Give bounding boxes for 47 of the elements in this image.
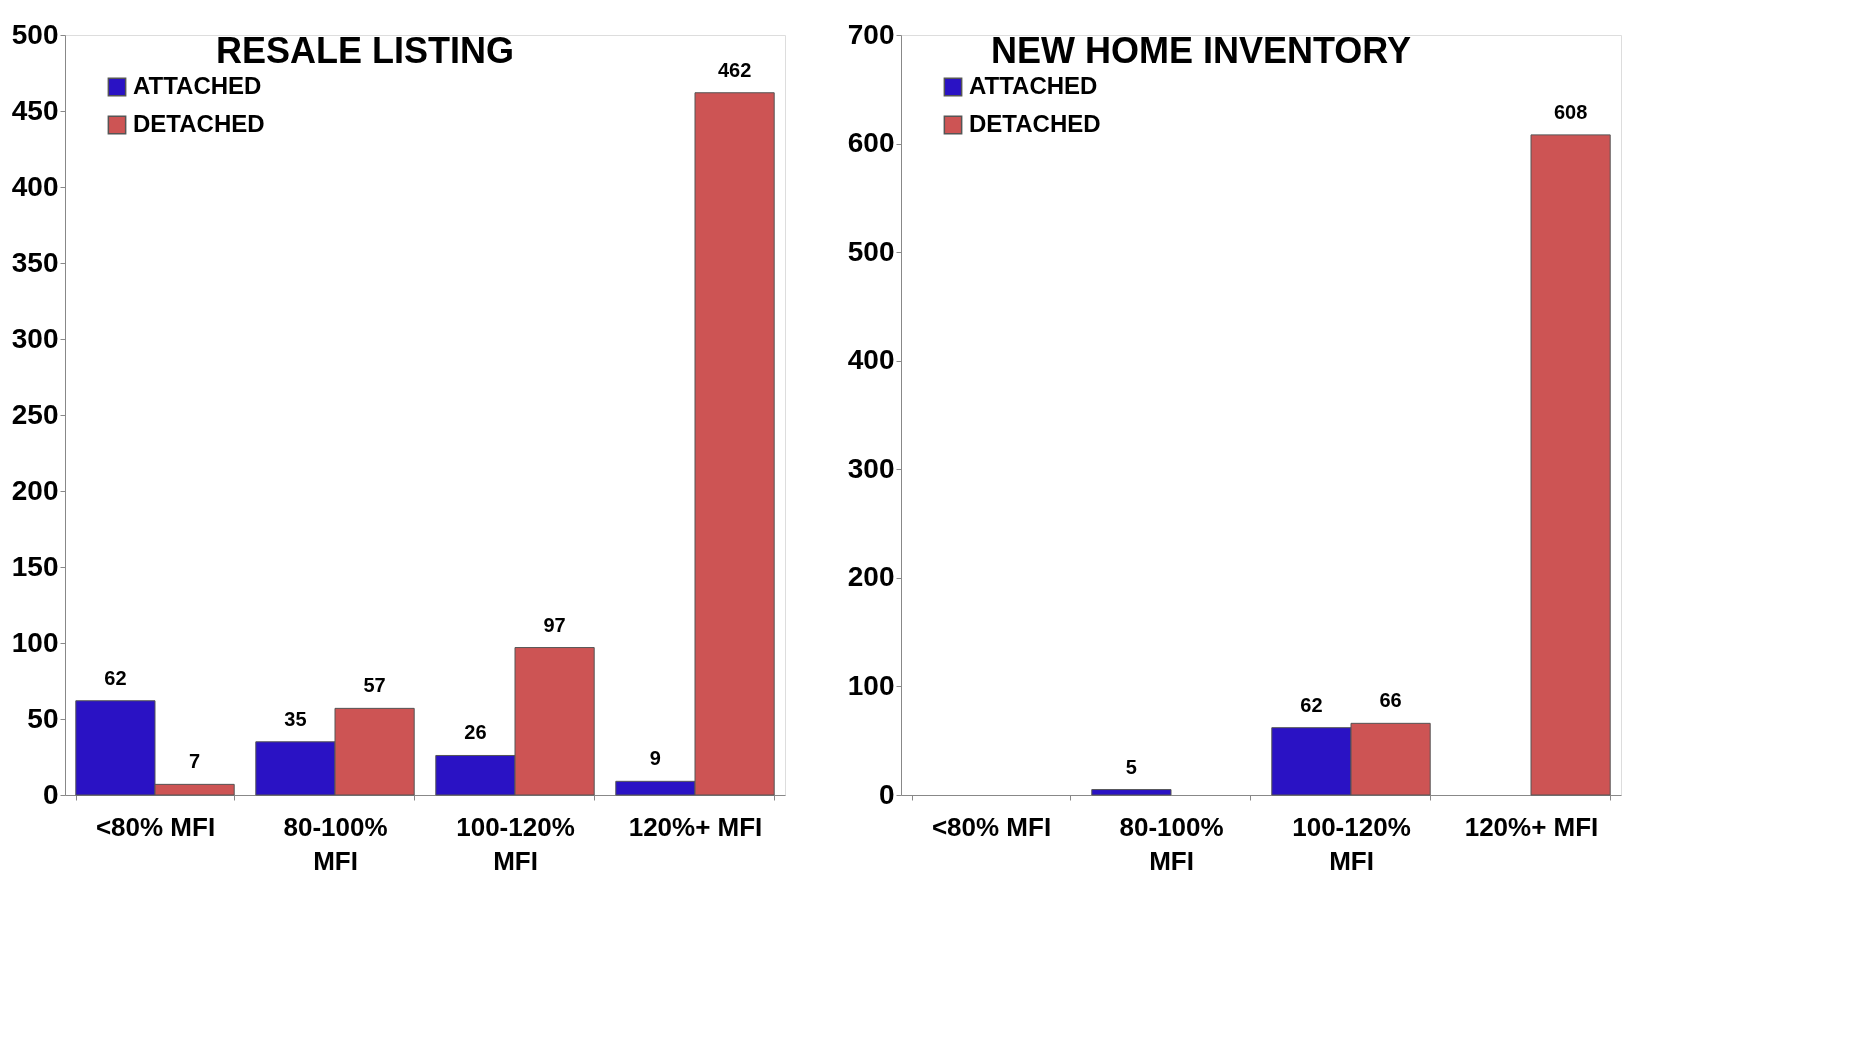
y-tick-label: 100: [11, 626, 59, 658]
y-tick-label: 500: [11, 18, 59, 50]
y-tick-label: 300: [847, 452, 895, 484]
y-tick-label: 600: [847, 127, 895, 159]
data-label: 9: [649, 747, 661, 770]
chart-title: NEW HOME INVENTORY: [990, 30, 1412, 71]
y-tick-label: 400: [11, 170, 59, 202]
legend-label: ATTACHED: [133, 72, 262, 99]
data-label: 35: [284, 707, 307, 730]
y-tick-label: 350: [11, 246, 59, 278]
data-label: 62: [104, 666, 127, 689]
x-tick-label: 80-100% MFI: [1119, 811, 1224, 876]
y-tick-label: 450: [11, 94, 59, 126]
y-tick-label: 0: [42, 778, 59, 810]
y-tick-label: 700: [847, 18, 895, 50]
data-label: 62: [1300, 693, 1323, 716]
x-tick-label: 120%+ MFI: [1464, 811, 1599, 842]
data-label: 97: [543, 613, 566, 636]
data-label: 5: [1125, 755, 1137, 778]
y-tick-label: 200: [11, 474, 59, 506]
bar: [1091, 789, 1172, 796]
x-tick-label: 100-120% MFI: [456, 811, 575, 876]
x-tick-label: <80% MFI: [95, 811, 216, 842]
x-tick-label: 100-120% MFI: [1292, 811, 1411, 876]
x-tick-label: 80-100% MFI: [283, 811, 388, 876]
data-label: 7: [189, 750, 201, 773]
y-tick-label: 200: [847, 561, 895, 593]
x-tick-label: <80% MFI: [931, 811, 1052, 842]
legend-label: DETACHED: [969, 110, 1101, 137]
data-label: 26: [464, 721, 487, 744]
y-tick-label: 50: [27, 702, 59, 734]
legend-label: DETACHED: [133, 110, 265, 137]
y-tick-label: 150: [11, 550, 59, 582]
y-tick-label: 250: [11, 398, 59, 430]
y-tick-label: 500: [847, 235, 895, 267]
y-tick-label: 0: [878, 778, 895, 810]
data-label: 57: [363, 674, 386, 697]
y-tick-label: 400: [847, 344, 895, 376]
x-tick-label: 120%+ MFI: [628, 811, 763, 842]
data-label: 608: [1553, 100, 1588, 123]
data-label: 66: [1379, 689, 1402, 712]
legend-label: ATTACHED: [969, 72, 1098, 99]
y-tick-label: 300: [11, 322, 59, 354]
data-label: 462: [717, 58, 752, 81]
bar: [1530, 134, 1611, 796]
chart-title: RESALE LISTING: [215, 30, 515, 71]
y-tick-label: 100: [847, 669, 895, 701]
